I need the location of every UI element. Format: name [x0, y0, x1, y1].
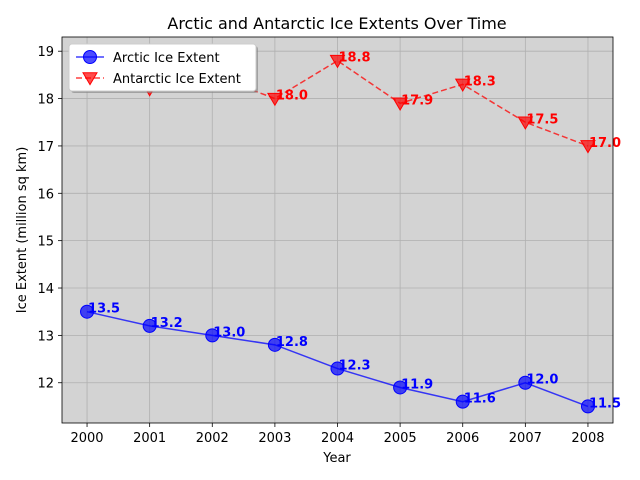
- x-tick-label: 2002: [196, 431, 229, 446]
- y-tick-label: 12: [37, 377, 54, 392]
- data-label: 11.9: [401, 377, 433, 392]
- data-label: 13.0: [213, 325, 245, 340]
- y-tick-label: 15: [37, 235, 54, 250]
- data-point: [393, 380, 408, 395]
- legend-box: [68, 43, 257, 92]
- x-tick-label: 2000: [70, 431, 103, 446]
- x-tick-label: 2006: [446, 431, 479, 446]
- data-label: 17.9: [401, 93, 433, 108]
- data-label: 11.6: [464, 392, 496, 407]
- chart-title: Arctic and Antarctic Ice Extents Over Ti…: [167, 14, 506, 33]
- plot-frame: [61, 36, 614, 424]
- data-point: [392, 97, 408, 111]
- x-axis-label: Year: [322, 451, 351, 466]
- data-point: [267, 92, 283, 107]
- data-label: 12.0: [526, 373, 558, 388]
- data-point: [267, 337, 282, 352]
- x-tick-label: 2007: [509, 431, 542, 446]
- data-label: 18.8: [339, 51, 371, 66]
- data-label: 13.2: [151, 316, 183, 331]
- y-axis-label: Ice Extent (million sq km): [15, 147, 30, 314]
- x-tick-label: 2008: [571, 431, 604, 446]
- x-axis-ticks: 2000 2001 2002 2003 2004 2005 2006 2007 2008: [70, 423, 605, 446]
- legend-label: Arctic Ice Extent: [113, 51, 220, 66]
- data-label: 11.5: [589, 396, 621, 411]
- data-label: 18.0: [276, 89, 308, 104]
- y-tick-label: 18: [37, 93, 54, 108]
- data-label: 13.5: [88, 302, 120, 317]
- data-point: [580, 140, 596, 154]
- data-point: [80, 304, 95, 319]
- data-point: [455, 394, 470, 409]
- legend-marker: [83, 50, 97, 64]
- data-label: 17.5: [526, 112, 558, 127]
- y-tick-label: 16: [37, 187, 54, 202]
- data-label: 17.0: [589, 136, 621, 151]
- data-point: [580, 399, 595, 414]
- x-tick-label: 2004: [321, 431, 354, 446]
- data-point: [330, 361, 345, 376]
- y-axis-ticks: 12 13 14 15 16 17 18 19: [37, 45, 62, 392]
- series-0: 13.5 13.2 13.0 12.8 12.3 11.9 11.6 12.0 11.5: [80, 302, 621, 414]
- x-tick-label: 2003: [258, 431, 291, 446]
- data-point: [517, 116, 534, 130]
- legend-label: Antarctic Ice Extent: [113, 72, 241, 87]
- data-label: 18.3: [464, 74, 496, 89]
- legend: Arctic Ice Extent Antarctic Ice Extent: [68, 43, 258, 93]
- data-point: [205, 328, 220, 343]
- data-label: 12.8: [276, 335, 308, 350]
- x-tick-label: 2001: [133, 431, 166, 446]
- data-point: [329, 54, 346, 69]
- y-tick-label: 14: [37, 282, 54, 297]
- y-tick-label: 13: [37, 329, 54, 344]
- y-tick-label: 19: [37, 45, 54, 60]
- data-point: [142, 318, 157, 333]
- y-tick-label: 17: [37, 140, 54, 155]
- legend-marker: [82, 72, 98, 86]
- x-tick-label: 2005: [384, 431, 417, 446]
- data-label: 12.3: [339, 359, 371, 374]
- data-point: [454, 78, 471, 92]
- data-point: [518, 375, 533, 390]
